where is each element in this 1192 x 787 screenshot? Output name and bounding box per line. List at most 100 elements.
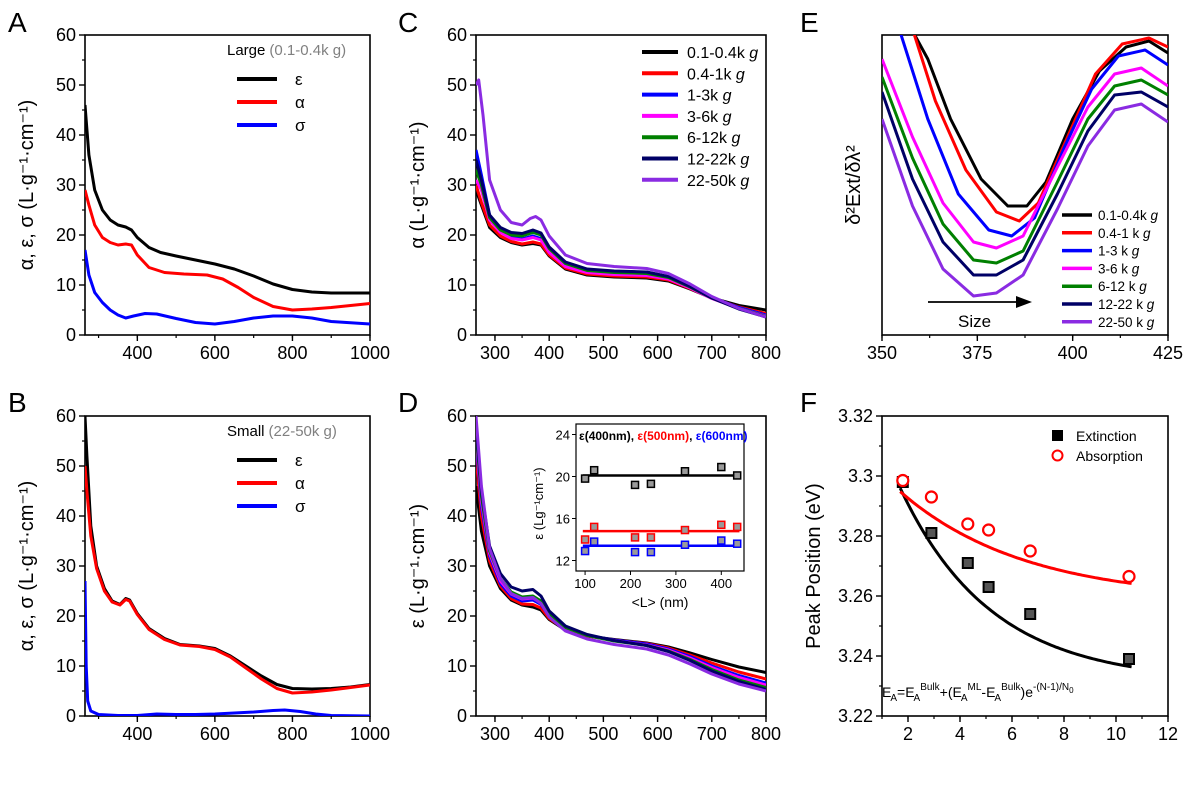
series-line bbox=[85, 104, 370, 295]
inset-title-part: , bbox=[631, 429, 638, 443]
legend-label: σ bbox=[295, 497, 306, 516]
data-point-absorption bbox=[961, 517, 975, 531]
series-line bbox=[899, 490, 1132, 585]
data-point-absorption bbox=[896, 473, 910, 488]
y-tick-label: 0 bbox=[457, 325, 467, 345]
legend-label: 1-3k g bbox=[687, 88, 732, 105]
inset-y-tick-label: 24 bbox=[556, 428, 570, 443]
panel-label-a: A bbox=[8, 7, 27, 38]
equation-part: Bulk bbox=[1001, 682, 1021, 693]
x-tick-label: 400 bbox=[1058, 343, 1088, 363]
y-tick-label: 40 bbox=[56, 125, 76, 145]
y-tick-label: 0 bbox=[457, 706, 467, 726]
legend-unit: k bbox=[1133, 226, 1144, 241]
inset-point bbox=[580, 535, 590, 544]
x-tick-label: 600 bbox=[643, 343, 673, 363]
legend-label: α bbox=[295, 474, 305, 493]
y-tick-label: 0 bbox=[66, 706, 76, 726]
equation-part: A bbox=[914, 693, 921, 704]
inset-y-tick-label: 16 bbox=[556, 512, 570, 527]
x-tick-label: 600 bbox=[200, 724, 230, 744]
inset-x-tick-label: 100 bbox=[574, 576, 596, 591]
data-point-absorption bbox=[1122, 569, 1136, 584]
legend-unit: k bbox=[1136, 297, 1147, 312]
legend-label: 1-3 k g bbox=[1098, 244, 1140, 259]
legend-unit: k bbox=[1121, 261, 1132, 276]
x-tick-label: 350 bbox=[867, 343, 897, 363]
series-line bbox=[476, 159, 766, 319]
series-line bbox=[476, 416, 766, 693]
x-tick-label: 10 bbox=[1106, 724, 1126, 744]
legend-unit-g: g bbox=[1147, 315, 1155, 330]
x-tick-label: 700 bbox=[697, 724, 727, 744]
panel-b: 400 600 800 1000 0 10 20 30 40 50 60 α, ε, σ (L·g⁻¹… bbox=[16, 406, 390, 744]
x-tick-label: 800 bbox=[751, 343, 781, 363]
series-line bbox=[85, 416, 370, 691]
series-line bbox=[882, 58, 1168, 250]
y-tick-label: 30 bbox=[56, 175, 76, 195]
inset-title: ε(400nm), ε(500nm), ε(600nm) bbox=[579, 429, 748, 443]
data-point-extinction bbox=[982, 581, 995, 593]
panel-label-d: D bbox=[398, 387, 418, 418]
y-axis-label: Peak Position (eV) bbox=[803, 483, 825, 649]
legend-label: 3-6 k g bbox=[1098, 261, 1140, 276]
data-point-extinction bbox=[1024, 608, 1037, 620]
inset-title-part: ε(600nm) bbox=[696, 429, 748, 443]
size-arrow-head bbox=[1016, 296, 1032, 308]
equation-part: E bbox=[882, 684, 891, 700]
x-tick-label: 4 bbox=[955, 724, 965, 744]
panel-label-f: F bbox=[800, 387, 817, 418]
inset-y-tick-label: 12 bbox=[556, 554, 570, 569]
series-line bbox=[476, 179, 766, 318]
series-line bbox=[476, 184, 766, 315]
legend-label: 0.1-0.4k g bbox=[1098, 208, 1159, 223]
x-tick-label: 400 bbox=[534, 724, 564, 744]
y-tick-label: 20 bbox=[447, 606, 467, 626]
series-line bbox=[912, 35, 1168, 223]
y-tick-label: 3.32 bbox=[838, 406, 873, 426]
inset-point bbox=[717, 520, 726, 530]
data-point-absorption bbox=[1023, 544, 1037, 558]
y-tick-label: 40 bbox=[56, 506, 76, 526]
inset-point bbox=[646, 533, 656, 542]
inset-title-part: , bbox=[689, 429, 696, 443]
x-tick-label: 6 bbox=[1007, 724, 1017, 744]
inset-point bbox=[680, 540, 690, 549]
legend-unit: k bbox=[1121, 244, 1132, 259]
legend-title: Small (22-50k g) bbox=[227, 423, 337, 440]
inset-point bbox=[589, 465, 599, 475]
panel-e: 350 375 400 425 δ²Ext/δλ² Size 0.1-0.4k g 0.4-1… bbox=[843, 34, 1183, 363]
inset-x-label: <L> (nm) bbox=[632, 594, 689, 610]
data-point-absorption bbox=[924, 490, 939, 504]
y-tick-label: 20 bbox=[447, 225, 467, 245]
legend-unit-g: g bbox=[1132, 244, 1140, 259]
inset-point bbox=[630, 533, 640, 542]
x-tick-label: 400 bbox=[122, 724, 152, 744]
legend-label: 0.4-1 k g bbox=[1098, 226, 1151, 241]
inset-point bbox=[630, 547, 640, 557]
x-tick-label: 500 bbox=[588, 724, 618, 744]
equation-part: Bulk bbox=[920, 682, 940, 693]
x-tick-label: 400 bbox=[534, 343, 564, 363]
y-axis-label: α, ε, σ (L·g⁻¹·cm⁻¹) bbox=[16, 100, 38, 271]
y-tick-label: 40 bbox=[447, 506, 467, 526]
inset-y-label: ε (Lg⁻¹cm⁻¹) bbox=[531, 467, 546, 539]
y-tick-label: 60 bbox=[56, 25, 76, 45]
legend-label: 22-50 k g bbox=[1098, 315, 1155, 330]
inset-point bbox=[732, 471, 742, 480]
legend-label: α bbox=[295, 93, 305, 112]
equation-part: A bbox=[890, 693, 897, 704]
equation-part: 0 bbox=[1069, 686, 1074, 695]
y-tick-label: 30 bbox=[447, 556, 467, 576]
y-tick-label: 60 bbox=[447, 406, 467, 426]
series-line bbox=[476, 189, 766, 312]
fit-equation: EA=EABulk+(EAML-EABulk)e-(N-1)/N0 bbox=[882, 682, 1074, 704]
legend-label: 22-50k g bbox=[687, 173, 749, 190]
legend-unit: g bbox=[740, 173, 749, 190]
y-tick-label: 3.3 bbox=[848, 466, 873, 486]
series-line bbox=[476, 425, 766, 691]
size-annotation: Size bbox=[958, 312, 991, 331]
inset-point bbox=[630, 480, 640, 490]
y-tick-label: 3.22 bbox=[838, 706, 873, 726]
data-point-extinction bbox=[961, 557, 974, 569]
